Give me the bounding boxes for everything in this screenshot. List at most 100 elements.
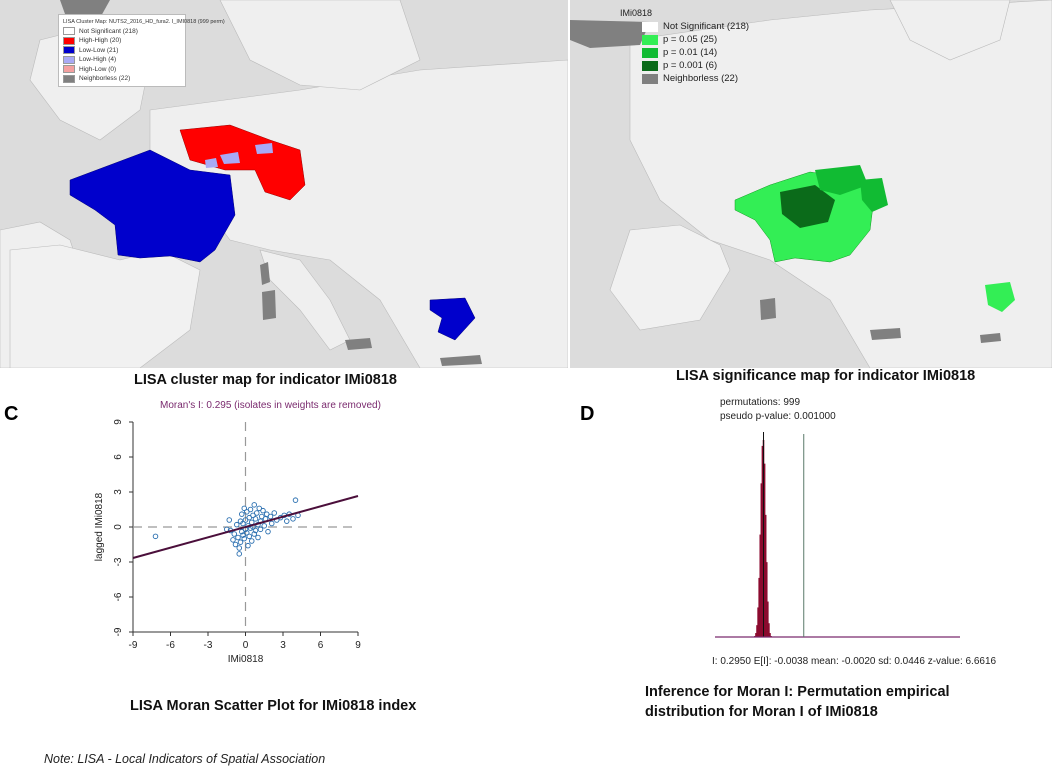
scatter-point: [240, 520, 246, 527]
significance-legend-item: Not Significant (218): [642, 20, 749, 33]
significance-legend-item: p = 0.001 (6): [642, 59, 749, 72]
legend-swatch: [642, 73, 658, 84]
cluster-legend-item: Neighborless (22): [63, 74, 181, 84]
scatter-point: [248, 538, 255, 544]
legend-label: High-High (20): [79, 37, 122, 45]
legend-label: Neighborless (22): [79, 75, 131, 83]
scatter-point: [241, 505, 247, 512]
histogram-bar: [769, 633, 771, 637]
cluster-legend-item: High-Low (0): [63, 65, 181, 75]
x-tick-label: 3: [280, 640, 286, 651]
scatter-point: [246, 533, 252, 540]
permutation-histogram: [715, 432, 960, 638]
scatter-point: [292, 497, 299, 503]
scatter-point: [251, 531, 257, 537]
significance-legend: IMi0818 Not Significant (218) p = 0.05 (2…: [620, 8, 749, 85]
moran-scatter-plot: -9 -6 -3 0 3 6 9 -9 -6 -3 0 3 6 9 IMi0818 lagged IMi081…: [94, 419, 361, 665]
histogram-bar: [759, 534, 762, 637]
cluster-legend: LISA Cluster Map: NUTS2_2016_HD_fura2. I…: [58, 14, 225, 87]
y-tick-label: 3: [113, 489, 124, 495]
x-tick-label: 0: [243, 640, 249, 651]
x-tick-label: -9: [129, 640, 138, 651]
panel-letter-c: C: [4, 403, 19, 425]
caption-c: LISA Moran Scatter Plot for IMi0818 inde…: [130, 698, 417, 714]
histogram-bar: [758, 577, 760, 637]
scatter-point: [230, 537, 236, 543]
histogram-bar: [757, 607, 759, 637]
scatter-point: [283, 518, 290, 524]
regression-line: [132, 495, 359, 559]
cluster-legend-item: Low-Low (21): [63, 46, 181, 56]
y-tick-label: -3: [113, 557, 124, 566]
scatter-point: [267, 513, 274, 520]
histogram-bar: [761, 445, 764, 637]
significance-legend-item: p = 0.05 (25): [642, 33, 749, 46]
significance-legend-item: Neighborless (22): [642, 72, 749, 85]
scatter-point: [268, 520, 275, 527]
scatter-point: [253, 510, 260, 516]
legend-title: LISA Cluster Map: NUTS2_2016_HD_fura2. I…: [63, 18, 225, 25]
legend-label: Neighborless (22): [663, 73, 738, 84]
x-tick-label: -6: [166, 640, 175, 651]
y-tick-label: -9: [113, 627, 124, 636]
legend-swatch: [63, 55, 75, 64]
scatter-point: [255, 534, 261, 541]
pvalue-label: pseudo p-value: 0.001000: [720, 411, 836, 422]
legend-label: Low-Low (21): [79, 46, 119, 54]
scatter-point: [152, 533, 159, 540]
scatter-point: [265, 528, 271, 535]
legend-label: High-Low (0): [79, 65, 117, 73]
scatter-point: [236, 551, 242, 557]
legend-swatch: [63, 46, 75, 55]
x-tick-label: -3: [204, 640, 213, 651]
legend-swatch: [642, 34, 658, 45]
histogram-bar: [768, 623, 770, 637]
panel-letter-d: D: [580, 403, 595, 425]
legend-swatch: [642, 47, 658, 58]
y-tick-label: 6: [113, 454, 124, 460]
legend-swatch: [63, 74, 75, 83]
scatter-point: [236, 545, 242, 551]
cluster-legend-item: High-High (20): [63, 36, 181, 46]
legend-swatch: [63, 27, 75, 36]
legend-swatch: [642, 60, 658, 71]
moran-stats: I: 0.2950 E[I]: -0.0038 mean: -0.0020 sd…: [712, 656, 997, 667]
scatter-point: [232, 541, 239, 548]
legend-label: p = 0.05 (25): [663, 34, 718, 45]
scatter-point: [251, 502, 257, 508]
scatter-point: [257, 526, 264, 533]
histogram-bar: [760, 483, 763, 637]
cluster-map: [0, 0, 568, 368]
legend-swatch: [63, 65, 75, 74]
legend-swatch: [63, 36, 75, 45]
x-tick-label: 6: [318, 640, 324, 651]
histogram-bar: [767, 601, 769, 637]
cluster-map-svg: [0, 0, 568, 368]
legend-label: p = 0.001 (6): [663, 60, 718, 71]
scatter-point: [271, 510, 277, 516]
y-axis-label: lagged IMi0818: [94, 492, 105, 561]
histogram-bar: [755, 633, 757, 637]
histogram-bar: [764, 514, 767, 637]
histogram-bar: [763, 463, 766, 637]
cluster-legend-item: Not Significant (218): [63, 27, 181, 37]
scatter-point: [252, 516, 259, 522]
legend-label: Not Significant (218): [663, 21, 750, 32]
scatter-point: [260, 507, 266, 514]
y-tick-label: -6: [113, 592, 124, 601]
caption-d-line1: Inference for Moran I: Permutation empir…: [645, 684, 950, 700]
y-tick-label: 0: [113, 524, 124, 530]
scatter-point: [237, 539, 244, 545]
scatter-point: [252, 527, 259, 534]
footnote: Note: LISA - Local Indicators of Spatial…: [44, 752, 326, 766]
x-axis-label: IMi0818: [228, 654, 264, 665]
scatter-point: [290, 516, 296, 522]
y-tick-label: 9: [113, 419, 124, 425]
caption-b: LISA significance map for indicator IMi0…: [676, 368, 976, 384]
legend-swatch: [642, 21, 658, 32]
legend-label: p = 0.01 (14): [663, 47, 718, 58]
legend-label: Not Significant (218): [79, 27, 138, 35]
permutations-label: permutations: 999: [720, 397, 801, 408]
scatter-point: [243, 530, 250, 536]
cluster-legend-item: Low-High (4): [63, 55, 181, 65]
